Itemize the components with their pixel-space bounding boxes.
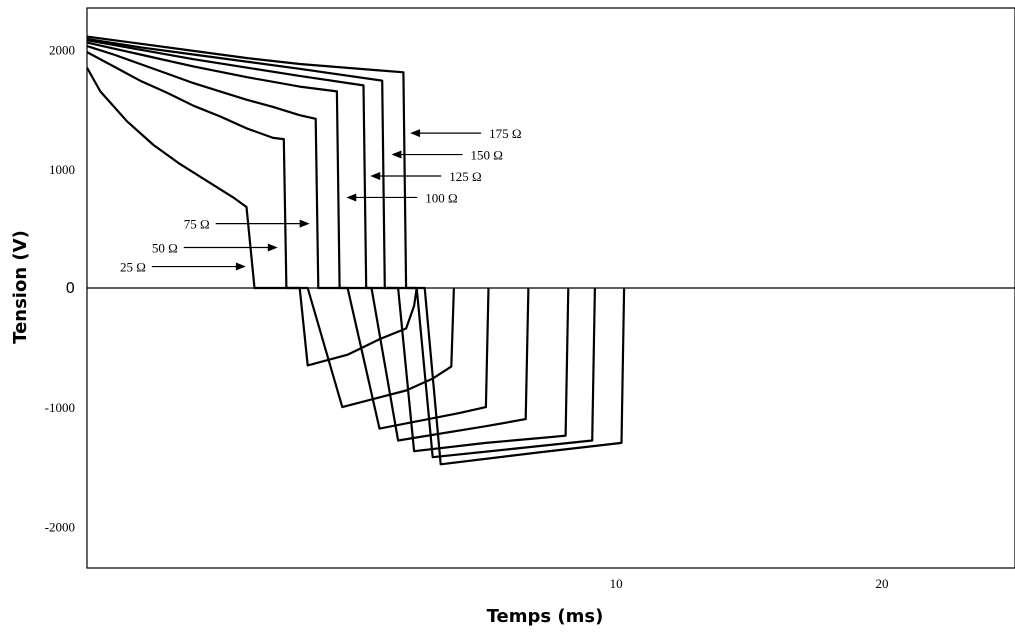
series-lines [86,35,626,466]
y-tick-label: -2000 [45,519,75,534]
annotation-arrow-head [391,150,402,159]
annotation-arrow-head [370,172,381,180]
y-tick-label: 0 [65,279,75,297]
annotation-label: 25 Ω [120,260,146,275]
annotations: 175 Ω 150 Ω 125 Ω 100 Ω 75 Ω 50 Ω 25 Ω [120,126,522,274]
annotation-label: 100 Ω [425,190,457,205]
series-line [86,39,570,453]
annotation-arrow-head [235,262,246,271]
annotation-label: 50 Ω [152,240,178,255]
annotation-arrow-head [267,243,278,252]
series-line [86,41,530,442]
series-line [86,51,455,409]
x-axis-title: Temps (ms) [487,606,604,627]
y-axis-title: Tension (V) [10,230,31,344]
y-tick-labels: 2000 1000 0 -1000 -2000 [45,43,75,535]
annotation-arrow-head [410,129,421,138]
series-line [86,45,490,430]
annotation-label: 150 Ω [470,148,502,163]
annotation-label: 125 Ω [449,169,481,184]
annotation-label: 175 Ω [489,126,521,141]
x-tick-label: 10 [610,576,623,591]
series-line [86,37,596,459]
series-line [86,35,626,466]
annotation-label: 75 Ω [184,217,210,232]
series-line [86,67,418,367]
x-tick-labels: 10 20 [610,576,889,591]
x-tick-label: 20 [876,576,889,591]
y-tick-label: 1000 [49,162,75,177]
annotation-arrow-head [299,219,310,228]
annotation-arrow-head [346,193,357,202]
y-tick-label: -1000 [45,400,75,415]
y-tick-label: 2000 [49,43,75,58]
